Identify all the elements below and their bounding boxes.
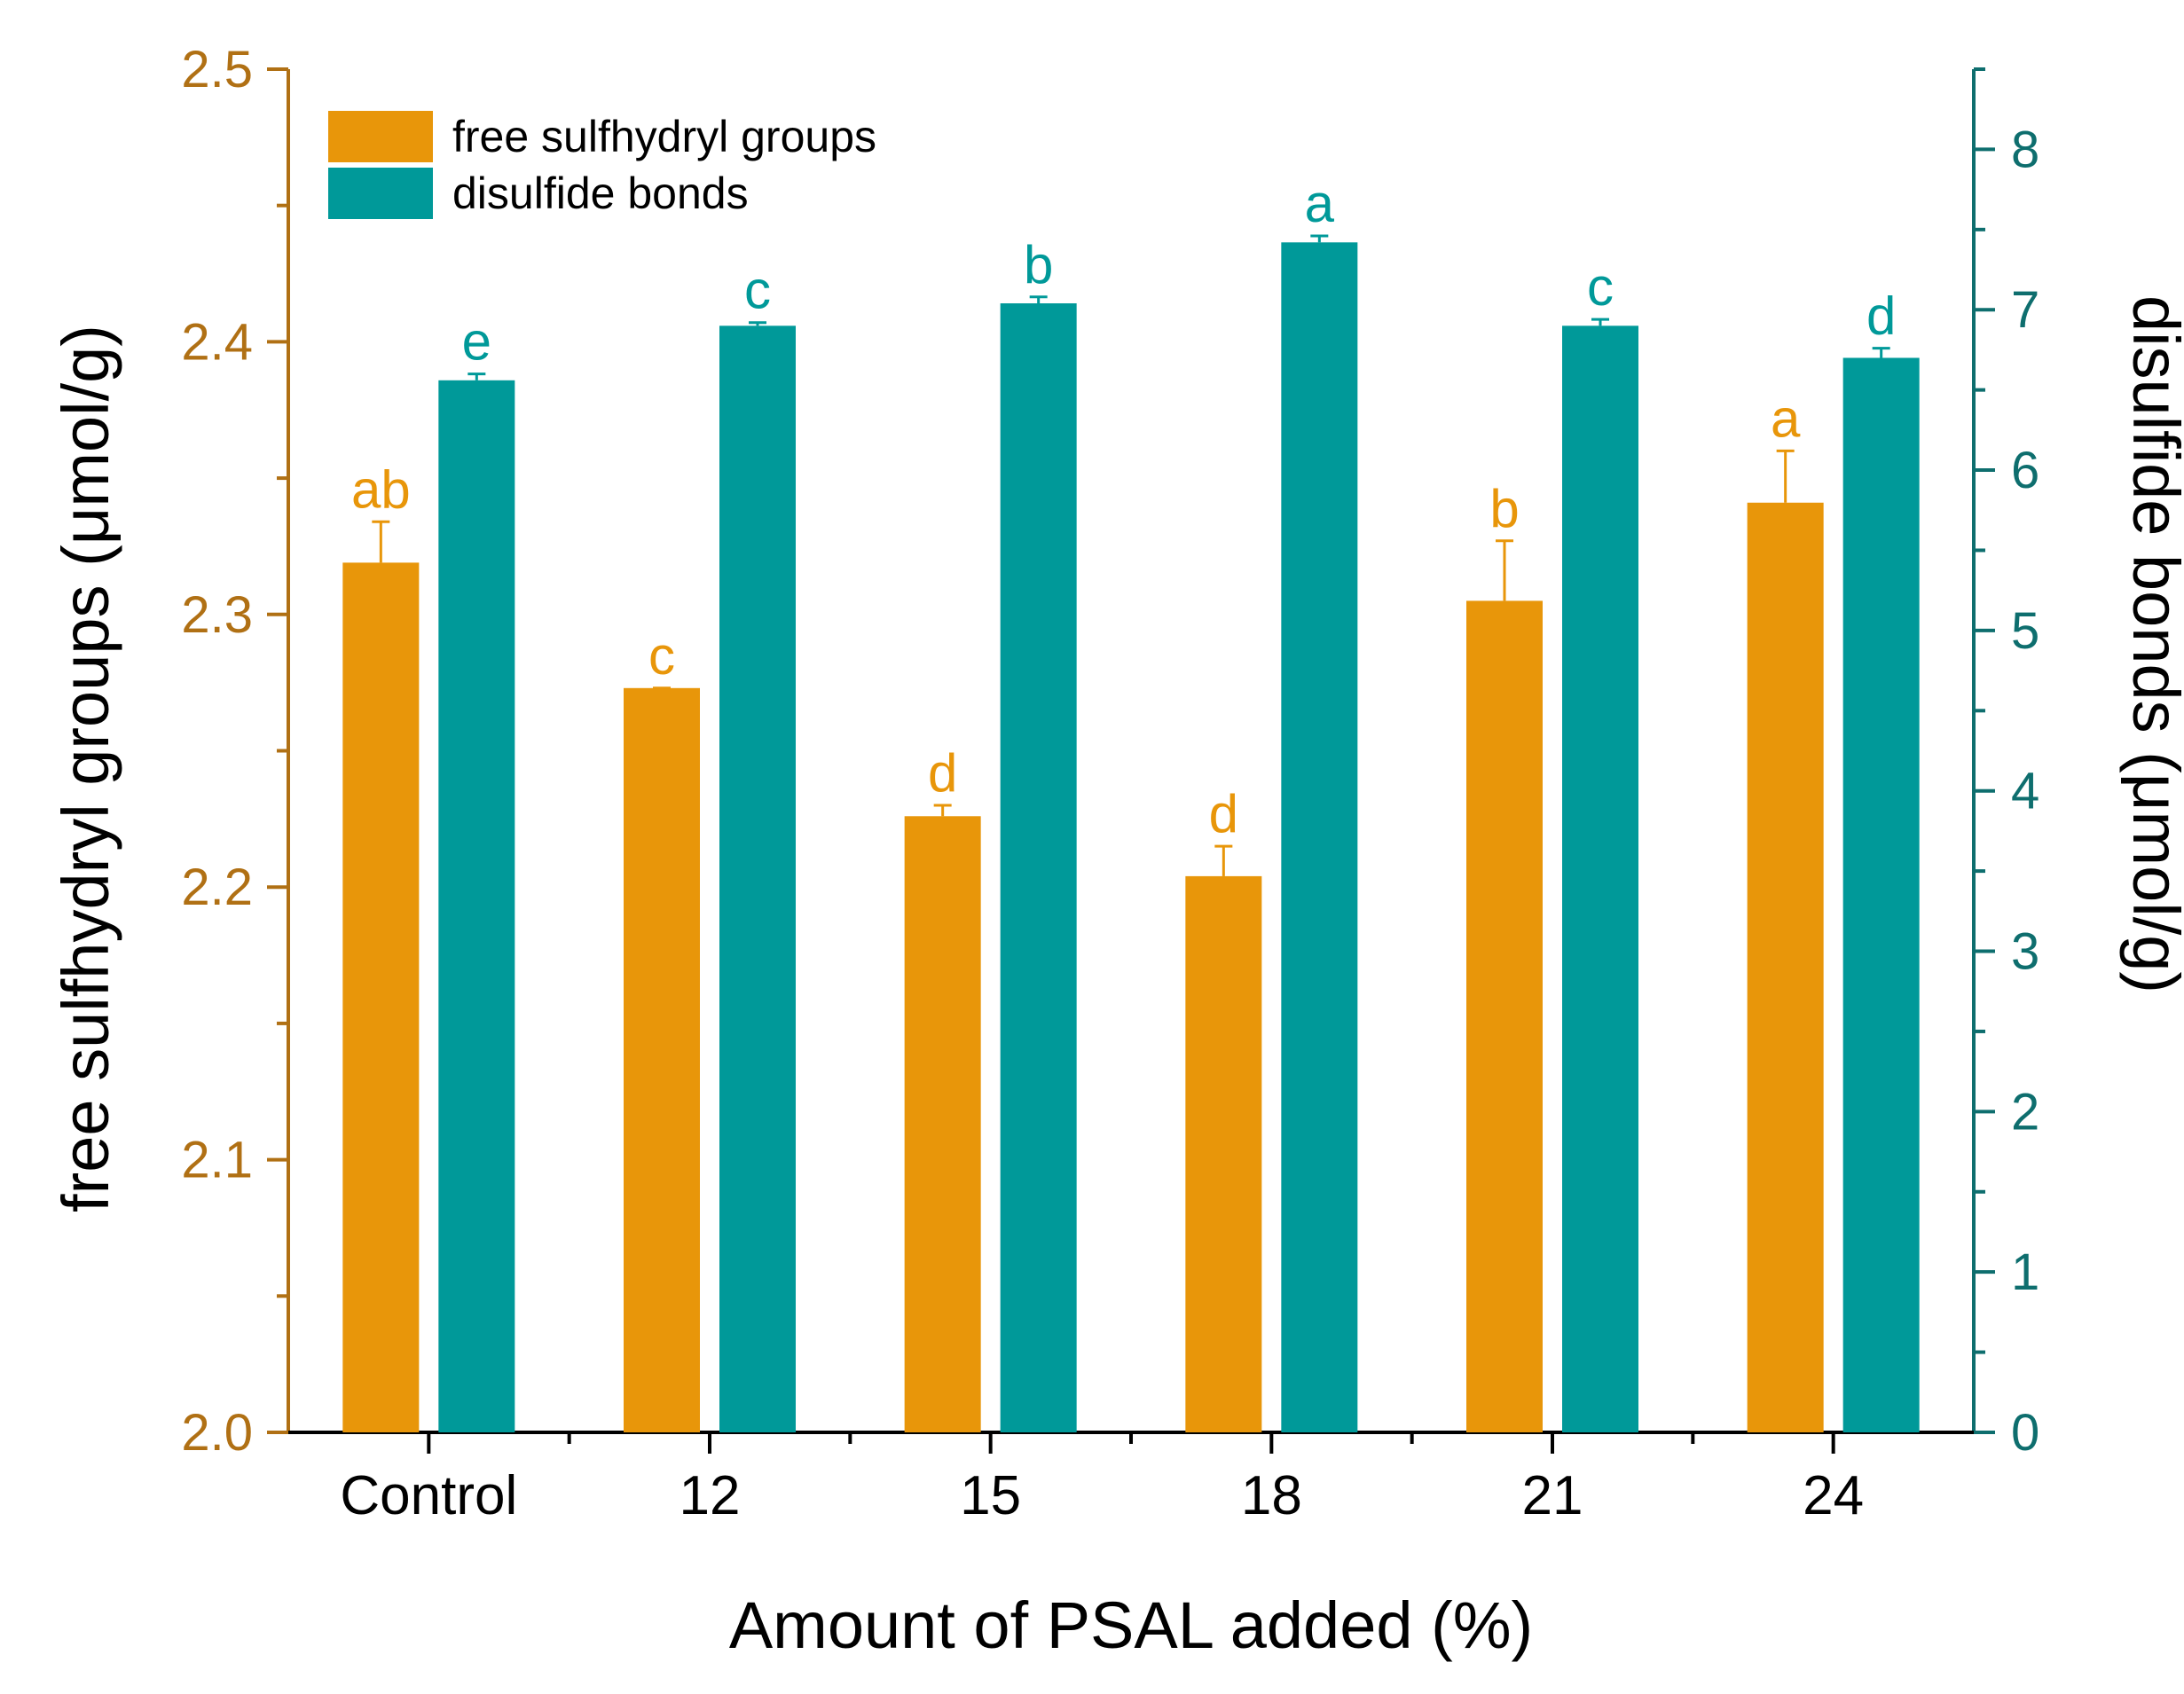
x-tick-label: 15 [960,1465,1021,1526]
bars [342,234,1920,1433]
x-tick-label: 24 [1803,1465,1864,1526]
bar [1747,502,1824,1432]
bar [438,380,515,1433]
legend-label-free-sulfhydryl: free sulfhydryl groups [452,112,876,161]
x-tick-label: 21 [1522,1465,1583,1526]
y-right-tick-label: 2 [2011,1083,2039,1141]
y-left-tick-label: 2.5 [181,41,253,98]
significance-label: b [1024,235,1053,294]
bar [1281,242,1358,1432]
y-axis-right-title: disulfide bonds (μmol/g) [2119,295,2184,993]
bar [904,816,981,1432]
x-axis-title: Amount of PSAL added (%) [729,1588,1533,1662]
significance-label: c [648,626,675,686]
significance-label: d [1866,286,1896,346]
significance-labels: ab c d d b a e c b a c d [351,174,1896,843]
bar [1000,303,1077,1433]
bar [342,562,420,1432]
significance-label: b [1489,479,1519,538]
significance-label: a [1305,174,1335,233]
legend: free sulfhydryl groups disulfide bonds [328,111,876,219]
x-tick-label: 12 [680,1465,741,1526]
significance-label: a [1771,388,1801,448]
y-left-tick-label: 2.3 [181,586,253,644]
significance-label: e [462,312,491,372]
bar [624,687,700,1432]
significance-label: ab [351,459,411,519]
y-left-tick-label: 2.0 [181,1404,253,1462]
significance-label: c [1587,257,1614,317]
significance-label: d [1209,784,1238,843]
y-left-tick-label: 2.4 [181,313,253,371]
y-right-tick-label: 7 [2011,281,2039,339]
bar [719,325,796,1433]
significance-label: c [744,261,771,320]
y-right-tick-label: 4 [2011,763,2039,820]
x-tick-label: Control [340,1465,517,1526]
significance-label: d [928,743,957,803]
bar [1466,600,1543,1432]
bar [1842,357,1920,1432]
y-right-tick-label: 8 [2011,121,2039,178]
bar [1185,875,1262,1432]
y-right-tick-label: 1 [2011,1243,2039,1301]
y-axis-left-title: free sulfhydryl groups (μmol/g) [49,325,122,1212]
y-left-tick-label: 2.1 [181,1132,253,1189]
y-right-tick-label: 0 [2011,1404,2039,1462]
legend-swatch-free-sulfhydryl [328,111,433,162]
legend-label-disulfide: disulfide bonds [452,169,749,218]
y-right-tick-label: 5 [2011,602,2039,660]
legend-swatch-disulfide [328,168,433,219]
x-tick-label: 18 [1241,1465,1302,1526]
y-right-tick-label: 6 [2011,442,2039,499]
y-left-tick-label: 2.2 [181,859,253,916]
bar [1562,325,1638,1433]
y-right-tick-label: 3 [2011,923,2039,981]
